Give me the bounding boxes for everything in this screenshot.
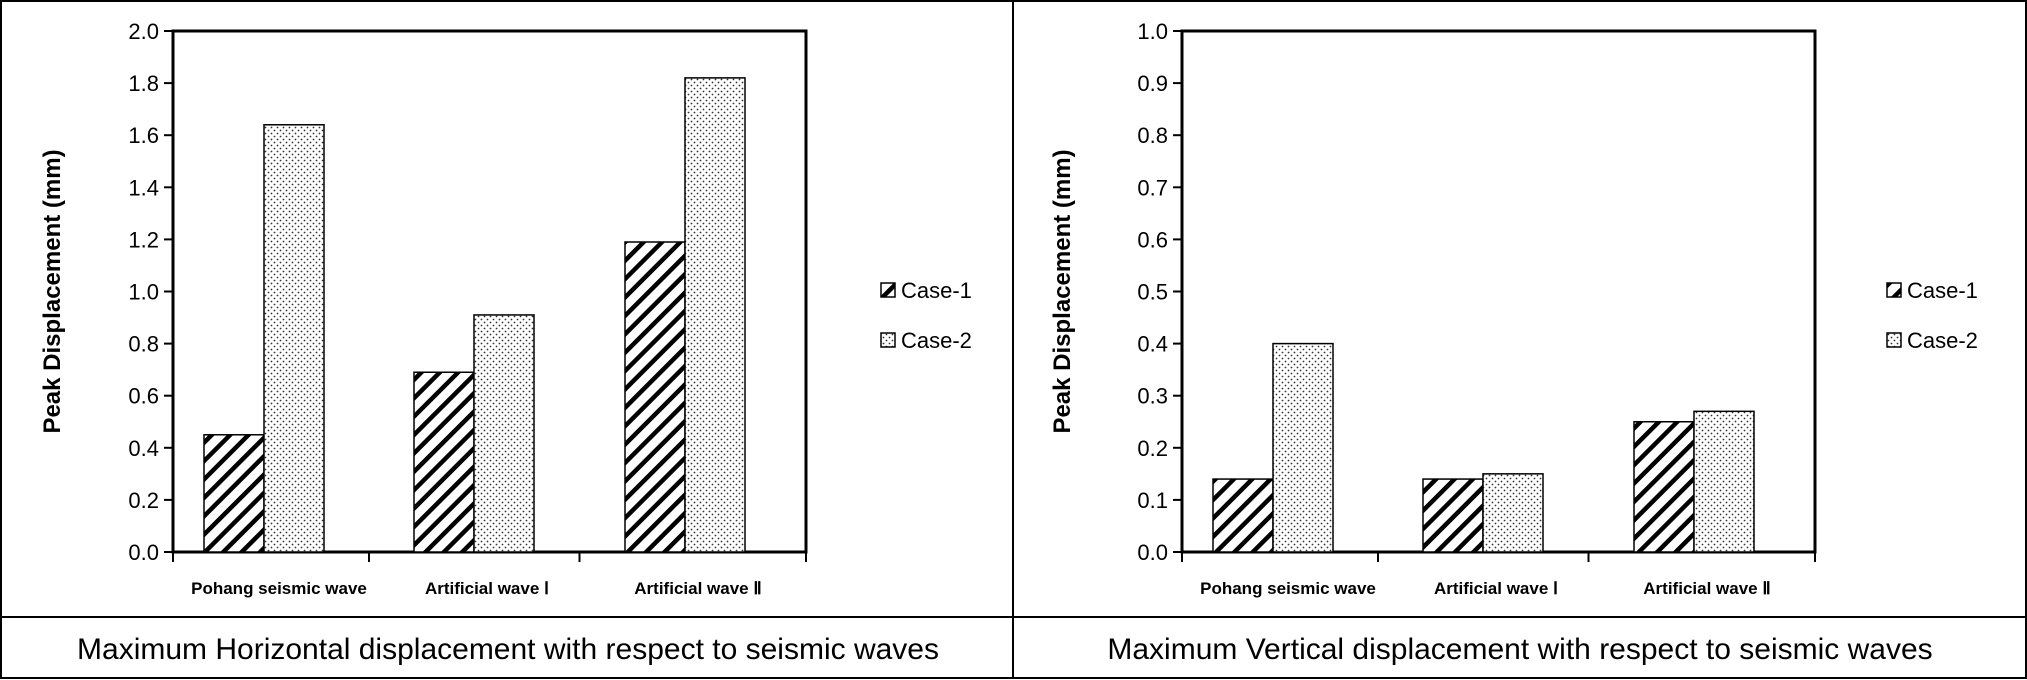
caption-horizontal: Maximum Horizontal displacement with res… — [77, 633, 939, 666]
y-tick-label: 0.6 — [1137, 227, 1168, 252]
y-tick-label: 0.2 — [128, 488, 159, 513]
x-category-label: Artificial wave Ⅱ — [634, 579, 761, 598]
legend-swatch-case-1 — [1886, 282, 1902, 298]
bar-case-2-1 — [1272, 342, 1334, 553]
y-tick-label: 0.4 — [128, 436, 159, 461]
y-tick-label: 0.0 — [1137, 540, 1168, 565]
x-category-label: Artificial wave Ⅰ — [1434, 579, 1558, 598]
legend-label-case-2: Case-2 — [1907, 328, 1978, 353]
y-tick-label: 1.0 — [128, 280, 159, 305]
bar-case-2-1 — [263, 124, 325, 553]
x-category-label: Artificial wave Ⅰ — [425, 579, 549, 598]
horizontal-displacement-chart: 0.0 0.2 0.4 0.6 0.8 1.0 1.2 1.4 1.6 1.8 2.0 Pohang … — [39, 19, 972, 598]
y-tick-label: 1.8 — [128, 71, 159, 96]
y-tick-label: 1.6 — [128, 123, 159, 148]
y-tick-label: 1.0 — [1137, 19, 1168, 44]
bar-case-2-2 — [473, 314, 535, 553]
y-tick-label: 0.5 — [1137, 280, 1168, 305]
x-category-label: Pohang seismic wave — [191, 579, 367, 598]
bar-case-1-1 — [203, 434, 265, 553]
y-tick-label: 0.6 — [128, 384, 159, 409]
y-axis-label: Peak Displacement (mm) — [1049, 149, 1076, 433]
y-tick-label: 0.7 — [1137, 175, 1168, 200]
legend-swatch-case-2 — [880, 332, 896, 348]
bar-case-1-2 — [1422, 478, 1484, 553]
legend-label-case-1: Case-1 — [901, 278, 972, 303]
caption-vertical: Maximum Vertical displacement with respe… — [1107, 633, 1932, 666]
bar-case-1-2 — [413, 371, 475, 553]
y-tick-label: 1.2 — [128, 227, 159, 252]
legend-swatch-case-2 — [1886, 332, 1902, 348]
y-tick-label: 0.0 — [128, 540, 159, 565]
legend-label-case-1: Case-1 — [1907, 278, 1978, 303]
y-tick-label: 0.8 — [1137, 123, 1168, 148]
bar-case-1-3 — [1633, 421, 1695, 553]
y-tick-label: 0.2 — [1137, 436, 1168, 461]
y-tick-label: 0.8 — [128, 332, 159, 357]
x-category-label: Pohang seismic wave — [1200, 579, 1376, 598]
y-axis-label: Peak Displacement (mm) — [39, 149, 66, 433]
x-category-label: Artificial wave Ⅱ — [1643, 579, 1770, 598]
y-tick-label: 2.0 — [128, 19, 159, 44]
y-tick-label: 0.4 — [1137, 332, 1168, 357]
bar-case-2-3 — [684, 77, 746, 553]
y-tick-label: 0.9 — [1137, 71, 1168, 96]
legend-label-case-2: Case-2 — [901, 328, 972, 353]
vertical-displacement-chart: 0.0 0.1 0.2 0.3 0.4 0.5 0.6 0.7 0.8 0.9 1.0 Pohang … — [1049, 19, 1978, 598]
bar-case-2-2 — [1482, 473, 1544, 553]
bar-case-1-3 — [624, 241, 686, 553]
y-tick-label: 0.1 — [1137, 488, 1168, 513]
y-tick-label: 1.4 — [128, 175, 159, 200]
legend-swatch-case-1 — [880, 282, 896, 298]
y-tick-label: 0.3 — [1137, 384, 1168, 409]
bar-case-2-3 — [1693, 410, 1755, 553]
bar-case-1-1 — [1212, 478, 1274, 553]
